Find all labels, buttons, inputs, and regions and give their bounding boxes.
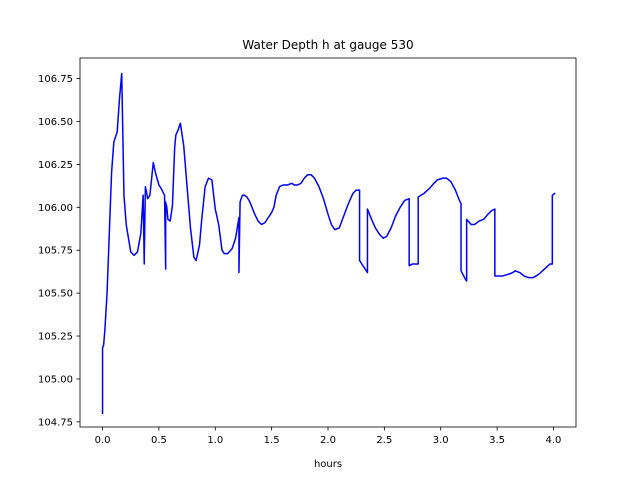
y-tick-label: 106.25 [38,160,73,171]
x-tick-label: 3.0 [433,435,449,446]
y-tick-label: 105.25 [38,332,73,343]
y-tick-label: 105.00 [38,374,73,385]
y-axis: 104.75 105.00 105.25 105.50 105.75 106.00 106.… [38,74,80,428]
y-tick-label: 105.50 [38,289,73,300]
series-line-0 [101,72,556,415]
x-tick-label: 1.5 [264,435,280,446]
y-tick-label: 104.75 [38,417,73,428]
y-tick-label: 106.00 [38,203,73,214]
x-tick-label: 2.0 [320,435,336,446]
x-tick-label: 3.5 [489,435,505,446]
y-tick-label: 106.50 [38,117,73,128]
x-axis-title: hours [314,459,342,470]
plot-area [101,72,556,415]
chart-title: Water Depth h at gauge 530 [242,38,413,52]
x-tick-label: 0.5 [151,435,167,446]
x-tick-label: 2.5 [376,435,392,446]
x-tick-label: 0.0 [95,435,111,446]
x-axis: 0.0 0.5 1.0 1.5 2.0 2.5 3.0 3.5 4.0 [95,427,562,446]
x-tick-label: 4.0 [546,435,562,446]
plot-frame [79,57,577,428]
y-tick-label: 106.75 [38,74,73,85]
y-tick-label: 105.75 [38,246,73,257]
x-tick-label: 1.0 [207,435,223,446]
